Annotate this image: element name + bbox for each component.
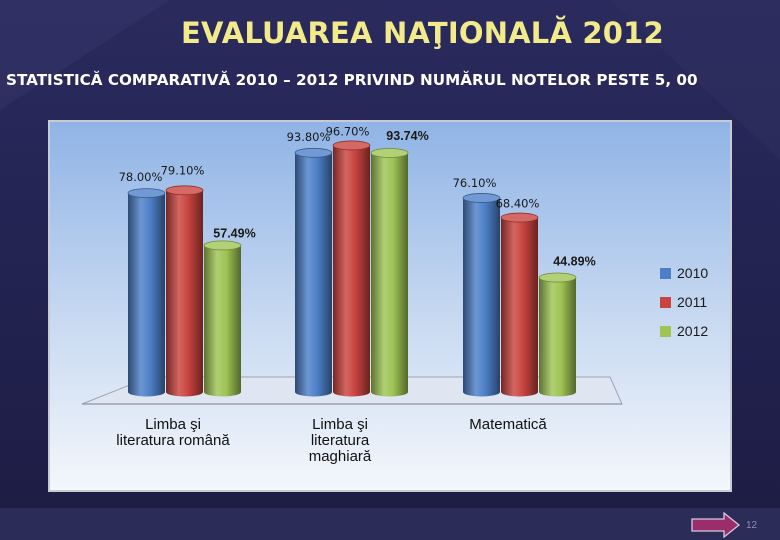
chart-panel: 78.00% 79.10% 57.49% 93.80% 96.70% 93.74% 76.1… [48,120,732,492]
bar-2011-cat3 [501,217,538,397]
category-label-1: Limba şi literatura română [116,416,230,449]
slide-subtitle: STATISTICĂ COMPARATIVĂ 2010 – 2012 PRIVI… [6,71,698,89]
bar-2011-cat2 [333,145,371,397]
legend-swatch-2012 [660,326,671,337]
bar-top-2012-cat3 [538,272,577,283]
bar-top-2011-cat2 [332,140,371,151]
bar-top-2012-cat2 [370,148,409,158]
legend-label-2012: 2012 [677,323,708,339]
bar-2012-cat2 [371,152,408,397]
bar-2010-cat1 [128,193,165,397]
data-label-2011-cat3: 68.40% [496,197,540,211]
category-label-3: Matematică [469,416,547,433]
bar-2012-cat3 [539,277,576,397]
decor-triangle-left [0,0,170,110]
data-label-2012-cat3: 44.89% [553,255,595,269]
bar-top-2011-cat1 [165,185,204,196]
legend-label-2010: 2010 [677,265,708,281]
data-label-2011-cat2: 96.70% [326,124,370,138]
bar-chart: 78.00%79.10% 57.49% 93.80%96.70% 93.74% 76.1… [50,122,730,490]
bar-top-2010-cat3 [462,193,501,203]
bar-2010-cat3 [463,197,501,397]
data-label-2012-cat2: 93.74% [386,129,428,143]
decor-bottom-band [0,508,780,540]
legend-swatch-2011 [660,297,671,308]
bar-top-2010-cat2 [294,147,333,158]
data-label-2010-cat2: 93.80% [287,130,331,144]
slide-title: EVALUAREA NAŢIONALĂ 2012 [181,16,664,50]
data-label-2010-cat1: 78.00% [119,170,163,184]
page-number: 12 [746,520,758,531]
bar-top-2010-cat1 [127,188,166,198]
bar-2010-cat2 [295,152,332,397]
data-label-2011-cat1: 79.10% [161,163,205,177]
bar-top-2011-cat3 [500,212,539,223]
legend-label-2011: 2011 [677,294,707,310]
bar-2011-cat1 [166,190,203,397]
arrow-right-icon [691,512,741,538]
next-slide-button[interactable] [691,512,741,538]
data-label-2012-cat1: 57.49% [213,226,255,240]
decor-triangle-right [610,0,780,160]
category-label-2: Limba şi literatura maghiară [309,416,372,465]
data-label-2010-cat3: 76.10% [453,176,497,190]
bar-2012-cat1 [204,245,241,397]
bar-top-2012-cat1 [203,240,242,251]
legend-swatch-2010 [660,268,671,279]
